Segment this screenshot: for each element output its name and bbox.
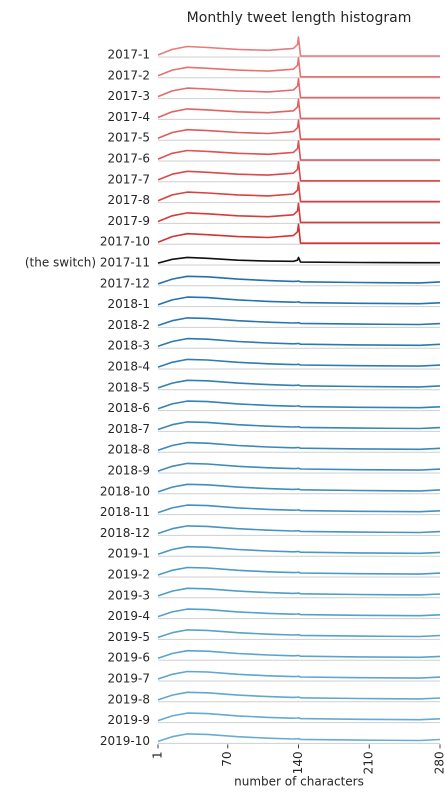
ridge-line — [157, 421, 441, 431]
ridge-line — [157, 712, 441, 722]
ridge-line — [157, 400, 441, 410]
ridge-line — [157, 670, 441, 680]
row-label: 2019-6 — [107, 651, 150, 665]
row-label: 2017-7 — [107, 172, 150, 186]
ridge-line — [157, 296, 441, 306]
ridge-line — [157, 629, 441, 639]
row-label: 2017-12 — [100, 276, 150, 290]
ridge-line — [157, 275, 441, 285]
ridge-line — [157, 317, 441, 327]
row-label: 2017-8 — [107, 193, 150, 207]
row-label: 2019-7 — [107, 672, 150, 686]
row-label: 2017-3 — [107, 89, 150, 103]
row-label: (the switch) 2017-11 — [25, 256, 150, 270]
row-label: 2017-9 — [107, 214, 150, 228]
row-label: 2019-3 — [107, 588, 150, 602]
row-label: 2019-2 — [107, 568, 150, 582]
ridge-line — [157, 36, 440, 57]
row-label: 2018-5 — [107, 380, 150, 394]
ridge-line — [157, 462, 441, 472]
row-label: 2018-7 — [107, 422, 150, 436]
ridge-line — [157, 337, 441, 348]
row-label: 2018-3 — [107, 339, 150, 353]
row-label: 2019-8 — [107, 692, 150, 706]
ridge-line — [157, 566, 441, 576]
ridge-line — [157, 733, 441, 743]
row-label: 2017-5 — [107, 131, 150, 145]
x-tick-label: 1 — [151, 751, 165, 759]
x-tick-label: 70 — [220, 751, 234, 766]
ridge-line — [157, 57, 440, 78]
row-label: 2017-6 — [107, 152, 150, 166]
ridge-line — [157, 140, 440, 161]
ridge-line — [157, 98, 440, 120]
row-label: 2018-6 — [107, 401, 150, 415]
ridge-line — [157, 223, 440, 244]
row-label: 2017-1 — [107, 48, 150, 62]
row-label: 2018-11 — [100, 505, 150, 519]
ridge-line — [157, 77, 440, 99]
ridge-line — [157, 181, 440, 203]
ridge-line — [157, 256, 440, 264]
ridge-line — [157, 587, 441, 597]
row-label: 2019-1 — [107, 547, 150, 561]
row-label: 2018-2 — [107, 318, 150, 332]
row-label: 2017-10 — [100, 235, 150, 249]
row-label: 2018-12 — [100, 526, 150, 540]
row-label: 2018-10 — [100, 484, 150, 498]
x-tick-label: 140 — [291, 751, 305, 774]
ridge-line — [157, 525, 441, 535]
ridge-line — [157, 119, 440, 140]
ridge-line — [157, 649, 441, 660]
row-label: 2018-9 — [107, 464, 150, 478]
ridge-line — [157, 379, 441, 389]
x-axis-label: number of characters — [234, 775, 364, 789]
ridge-line — [157, 161, 440, 182]
ridge-line — [157, 358, 441, 368]
row-label: 2019-9 — [107, 713, 150, 727]
ridge-line — [157, 608, 441, 618]
ridge-line — [157, 202, 440, 224]
ridge-line — [157, 483, 441, 493]
x-tick-label: 210 — [362, 751, 376, 774]
x-tick-label: 280 — [433, 751, 445, 774]
ridge-line — [157, 504, 441, 514]
row-label: 2018-1 — [107, 297, 150, 311]
row-label: 2019-5 — [107, 630, 150, 644]
ridge-line — [157, 691, 441, 701]
row-label: 2018-8 — [107, 443, 150, 457]
row-label: 2019-10 — [100, 734, 150, 748]
ridge-line — [157, 441, 441, 452]
row-label: 2017-4 — [107, 110, 150, 124]
ridge-line — [157, 545, 441, 556]
row-label: 2019-4 — [107, 609, 150, 623]
row-label: 2017-2 — [107, 68, 150, 82]
row-label: 2018-4 — [107, 360, 150, 374]
chart-title: Monthly tweet length histogram — [187, 10, 412, 26]
